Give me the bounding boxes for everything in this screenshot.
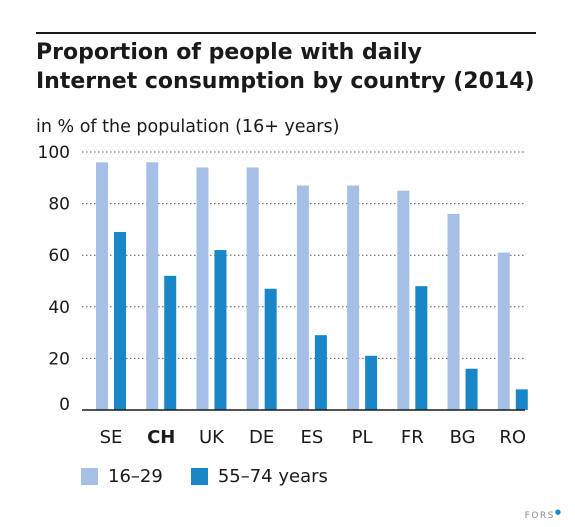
chart-title-line-1: Proportion of people with daily <box>36 40 423 65</box>
chart-title: Proportion of people with daily Internet… <box>36 38 556 96</box>
bar-ro-series-0 <box>497 252 510 410</box>
legend-item-55-74: 55–74 years <box>190 466 328 487</box>
bar-ro-series-1 <box>515 389 528 410</box>
legend-swatch-16-29 <box>81 468 98 485</box>
x-tick-label-fr: FR <box>401 427 424 448</box>
x-tick-label-ro: RO <box>499 427 526 448</box>
bar-uk-series-1 <box>214 250 227 410</box>
chart-legend: 16–29 55–74 years <box>81 466 356 487</box>
bar-ch-series-1 <box>164 275 177 410</box>
y-tick-label-60: 60 <box>48 246 70 266</box>
chart-title-line-2: Internet consumption by country (2014) <box>36 69 535 94</box>
bar-se-series-0 <box>96 162 108 410</box>
x-tick-label-de: DE <box>249 427 274 448</box>
x-tick-label-bg: BG <box>450 427 476 448</box>
bar-bg-series-0 <box>447 213 460 410</box>
fors-logo: FORS● <box>525 508 561 521</box>
bar-se-series-1 <box>114 231 126 410</box>
x-tick-label-pl: PL <box>352 427 373 448</box>
bar-es-series-0 <box>296 185 309 410</box>
fors-logo-text: FORS <box>524 511 555 521</box>
x-tick-label-uk: UK <box>199 427 225 448</box>
y-tick-label-20: 20 <box>48 349 70 369</box>
title-top-rule <box>36 32 536 34</box>
legend-label-16-29: 16–29 <box>108 466 163 487</box>
legend-swatch-55-74 <box>190 468 208 485</box>
bar-ch-series-0 <box>146 162 159 410</box>
bar-es-series-1 <box>314 335 327 410</box>
bar-pl-series-0 <box>347 185 360 410</box>
bar-de-series-1 <box>264 288 277 410</box>
y-tick-label-0: 0 <box>59 395 70 415</box>
x-tick-label-es: ES <box>300 427 323 448</box>
legend-item-16-29: 16–29 <box>81 466 163 487</box>
bar-bg-series-1 <box>465 368 478 410</box>
bar-fr-series-0 <box>397 190 410 410</box>
legend-label-55-74: 55–74 years <box>217 466 328 487</box>
y-tick-label-40: 40 <box>48 298 70 318</box>
chart-subtitle: in % of the population (16+ years) <box>36 117 340 137</box>
bar-uk-series-0 <box>196 167 209 410</box>
y-tick-label-80: 80 <box>48 195 70 215</box>
bar-pl-series-1 <box>365 355 378 410</box>
x-tick-label-se: SE <box>100 427 123 448</box>
x-tick-label-ch: CH <box>147 427 175 448</box>
bar-fr-series-1 <box>415 286 428 410</box>
y-tick-label-100: 100 <box>38 143 70 163</box>
fors-logo-mark: ● <box>554 508 561 516</box>
bar-de-series-0 <box>246 167 259 410</box>
